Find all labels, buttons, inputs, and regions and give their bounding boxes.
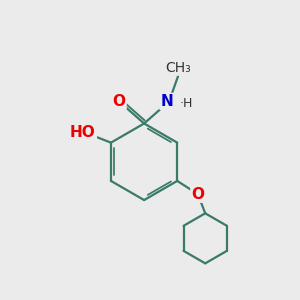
Text: HO: HO — [70, 125, 96, 140]
Text: O: O — [112, 94, 126, 109]
Text: CH₃: CH₃ — [165, 61, 191, 75]
Text: N: N — [160, 94, 173, 109]
Text: ·H: ·H — [179, 97, 193, 110]
Text: O: O — [191, 187, 204, 202]
